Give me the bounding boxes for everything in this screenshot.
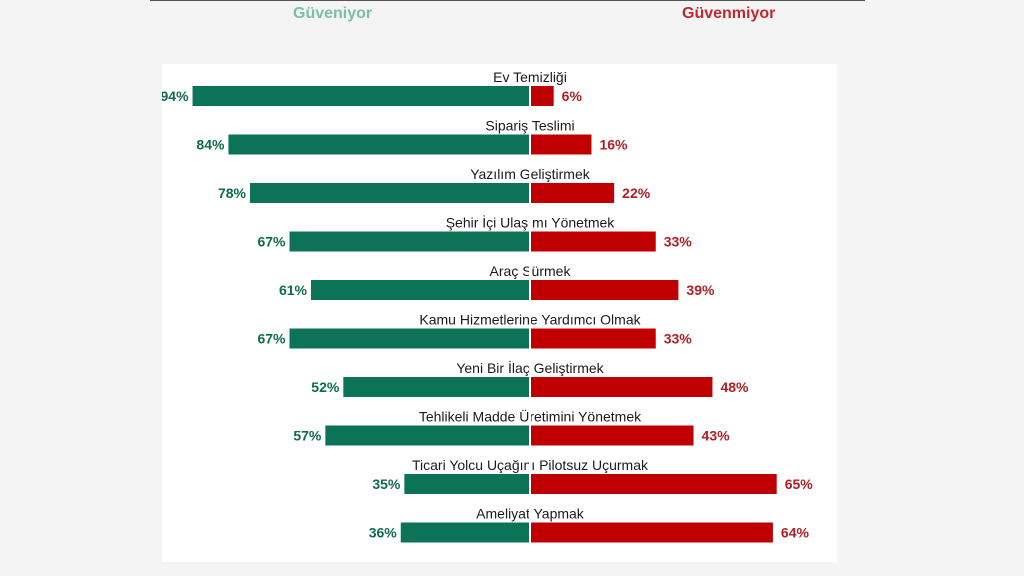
trust-bar — [249, 183, 530, 203]
trust-bar — [325, 425, 530, 446]
trust-bar — [289, 231, 530, 252]
distrust-value-label: 33% — [664, 331, 693, 347]
legend-trust-label: Güveniyor — [293, 5, 373, 22]
distrust-value-label: 48% — [720, 379, 749, 395]
trust-bar — [343, 377, 530, 397]
legend-distrust-label: Güvenmiyor — [682, 5, 776, 22]
trust-value-label: 57% — [293, 428, 322, 444]
distrust-bar — [531, 183, 615, 203]
distrust-value-label: 65% — [785, 476, 814, 492]
distrust-value-label: 33% — [664, 234, 693, 250]
distrust-value-label: 39% — [686, 282, 715, 298]
distrust-value-label: 6% — [562, 88, 583, 104]
trust-value-label: 67% — [257, 234, 286, 250]
trust-bar — [289, 328, 530, 349]
trust-value-label: 36% — [369, 525, 398, 541]
category-label: Ev Temizliği — [493, 69, 567, 85]
trust-value-label: 84% — [196, 137, 225, 153]
distrust-bar — [531, 134, 592, 155]
trust-bar — [311, 280, 530, 300]
distrust-value-label: 43% — [702, 428, 731, 444]
trust-value-label: 67% — [257, 331, 286, 347]
trust-value-label: 35% — [372, 476, 401, 492]
top-rule — [150, 0, 865, 1]
distrust-bar — [531, 474, 777, 494]
distrust-value-label: 64% — [781, 525, 810, 541]
distrust-value-label: 16% — [599, 137, 628, 153]
trust-bar — [228, 134, 530, 155]
distrust-bar — [531, 425, 694, 446]
distrust-bar — [531, 231, 656, 252]
trust-value-label: 78% — [218, 185, 247, 201]
trust-bar — [404, 474, 530, 494]
chart-panel: Ev Temizliği 94% 6% Sipariş Teslimi 84% 16% Ya… — [162, 64, 837, 562]
trust-bar — [192, 86, 530, 106]
distrust-value-label: 22% — [622, 185, 651, 201]
trust-bar — [400, 522, 530, 543]
distrust-bar — [531, 86, 554, 106]
distrust-bar — [531, 328, 656, 349]
trust-value-label: 61% — [279, 282, 308, 298]
distrust-bar — [531, 377, 713, 397]
trust-value-label: 52% — [311, 379, 340, 395]
trust-value-label: 94% — [162, 88, 189, 104]
distrust-bar — [531, 522, 773, 543]
distrust-bar — [531, 280, 679, 300]
